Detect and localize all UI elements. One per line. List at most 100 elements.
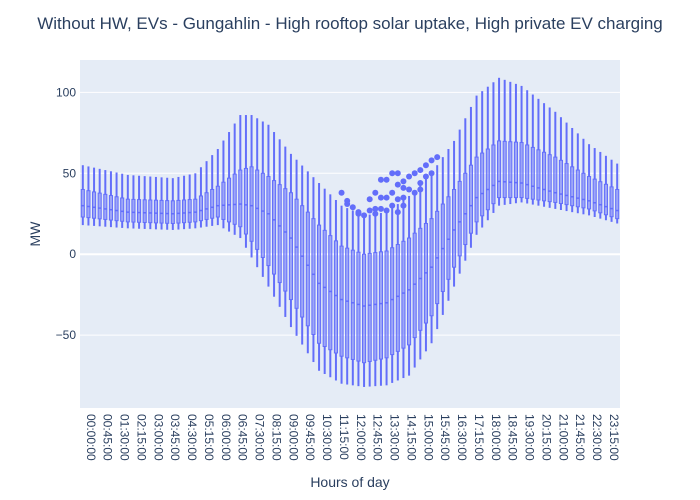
x-tick-label: 16:30:00 xyxy=(455,414,469,461)
box-mark xyxy=(80,165,85,226)
box-mark xyxy=(170,178,175,230)
box-mark xyxy=(322,188,327,375)
box-mark xyxy=(317,183,322,371)
outlier-point xyxy=(389,170,396,177)
x-tick-label: 10:30:00 xyxy=(320,414,334,461)
box-body xyxy=(542,151,547,202)
box-body xyxy=(311,218,316,336)
box-mark xyxy=(221,140,226,229)
box-mark xyxy=(350,210,355,386)
box-body xyxy=(603,183,608,216)
box-body xyxy=(176,199,181,224)
outlier-point xyxy=(411,170,418,177)
box-mark xyxy=(435,165,440,330)
box-body xyxy=(390,247,395,356)
x-tick-label: 18:45:00 xyxy=(506,414,520,461)
box-body xyxy=(463,172,468,246)
box-body xyxy=(148,199,153,224)
box-body xyxy=(255,169,260,250)
outlier-point xyxy=(417,167,424,174)
outlier-point xyxy=(355,209,362,216)
x-tick-label: 11:15:00 xyxy=(337,414,351,460)
x-tick-label: 09:45:00 xyxy=(303,414,317,461)
outlier-point xyxy=(422,162,429,169)
box-mark xyxy=(345,208,350,385)
outlier-point xyxy=(377,176,384,183)
box-body xyxy=(401,240,406,349)
box-mark xyxy=(232,123,237,235)
box-mark xyxy=(249,115,254,258)
outlier-point xyxy=(366,207,373,214)
box-mark xyxy=(508,81,513,205)
plot-background xyxy=(80,60,620,408)
box-body xyxy=(80,188,85,218)
box-body xyxy=(182,199,187,224)
box-body xyxy=(378,251,383,360)
box-body xyxy=(373,252,378,361)
box-mark xyxy=(598,151,603,219)
box-body xyxy=(508,141,513,199)
box-body xyxy=(474,156,479,223)
box-body xyxy=(502,140,507,199)
outlier-point xyxy=(400,194,407,201)
box-mark xyxy=(288,153,293,328)
x-tick-label: 15:00:00 xyxy=(421,414,435,461)
box-body xyxy=(362,253,367,364)
box-body xyxy=(294,198,299,309)
box-mark xyxy=(530,94,535,205)
x-tick-label: 17:15:00 xyxy=(472,414,486,461)
box-body xyxy=(412,232,417,339)
box-mark xyxy=(103,170,108,227)
box-mark xyxy=(142,176,147,229)
box-body xyxy=(277,184,282,284)
box-mark xyxy=(356,212,361,387)
box-body xyxy=(328,235,333,351)
box-mark xyxy=(367,214,372,387)
y-tick-label: −50 xyxy=(56,328,77,342)
box-mark xyxy=(108,171,113,228)
box-body xyxy=(283,188,288,292)
box-body xyxy=(322,229,327,347)
x-tick-label: 09:00:00 xyxy=(286,414,300,461)
outlier-point xyxy=(383,194,390,201)
box-body xyxy=(440,203,445,292)
box-mark xyxy=(429,173,434,344)
box-mark xyxy=(592,148,597,218)
outlier-point xyxy=(349,204,356,211)
outlier-point xyxy=(400,178,407,185)
box-body xyxy=(598,181,603,214)
outlier-point xyxy=(406,186,413,193)
box-mark xyxy=(159,177,164,230)
box-mark xyxy=(255,118,260,268)
box-mark xyxy=(615,163,620,224)
box-body xyxy=(333,240,338,354)
box-mark xyxy=(491,82,496,213)
x-tick-label: 04:30:00 xyxy=(185,414,199,461)
outlier-point xyxy=(377,205,384,212)
box-mark xyxy=(587,144,592,216)
box-body xyxy=(446,196,451,280)
box-mark xyxy=(519,85,524,203)
box-mark xyxy=(92,167,97,226)
box-mark xyxy=(137,175,142,229)
box-mark xyxy=(558,117,563,210)
outlier-point xyxy=(394,181,401,188)
box-body xyxy=(288,192,293,301)
box-body xyxy=(457,180,462,257)
x-tick-label: 21:45:00 xyxy=(573,414,587,461)
box-mark xyxy=(390,208,395,383)
box-body xyxy=(210,188,215,219)
x-tick-label: 05:15:00 xyxy=(202,414,216,461)
box-body xyxy=(615,188,620,220)
x-tick-label: 21:00:00 xyxy=(556,414,570,461)
box-body xyxy=(564,163,569,206)
box-body xyxy=(367,252,372,362)
box-body xyxy=(468,164,473,234)
box-body xyxy=(227,177,232,223)
grid-layer xyxy=(80,91,620,336)
x-tick-label: 07:30:00 xyxy=(253,414,267,461)
box-mark xyxy=(153,176,158,230)
box-mark xyxy=(474,95,479,235)
box-mark xyxy=(198,167,203,228)
outlier-point xyxy=(434,154,441,161)
